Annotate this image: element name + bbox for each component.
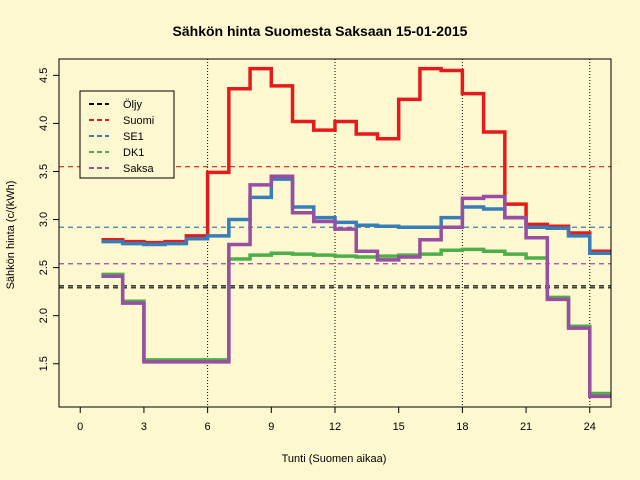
x-tick-label: 15: [393, 421, 405, 433]
x-tick-label: 21: [520, 421, 532, 433]
legend-label-dk1: DK1: [123, 147, 144, 159]
chart-title: Sähkön hinta Suomesta Saksaan 15-01-2015: [173, 23, 468, 39]
legend-box: [79, 90, 175, 179]
series-line-suomi: [101, 66, 611, 254]
plot-area: 0 3 6 9 12 15 18 21 24 1.5 2.0 2.5 3.0 3.5 4.0 4.5: [38, 58, 612, 433]
legend-label-öljy: Öljy: [123, 99, 142, 111]
series-line-saksa: [101, 174, 611, 399]
legend-label-suomi: Suomi: [123, 115, 154, 127]
y-tick-label: 4.5: [38, 68, 50, 83]
legend-label-saksa: Saksa: [123, 163, 154, 175]
y-tick-label: 1.5: [38, 356, 50, 371]
legend-label-se1: SE1: [123, 131, 144, 143]
x-tick-label: 18: [456, 421, 468, 433]
y-tick-label: 3.5: [38, 164, 50, 179]
x-tick-label: 9: [268, 421, 274, 433]
x-tick-label: 0: [77, 421, 83, 433]
y-tick-label: 2.5: [38, 260, 50, 275]
x-tick-label: 6: [205, 421, 211, 433]
legend: Öljy Suomi SE1 DK1 Saksa: [79, 90, 175, 179]
x-tick-label: 24: [584, 421, 596, 433]
y-axis-label: Sähkön hinta (c/(kWh): [5, 181, 17, 290]
y-tick-label: 3.0: [38, 212, 50, 227]
x-tick-label: 12: [329, 421, 341, 433]
y-tick-label: 4.0: [38, 116, 50, 131]
x-tick-label: 3: [141, 421, 147, 433]
y-tick-label: 2.0: [38, 308, 50, 323]
x-axis-label: Tunti (Suomen aikaa): [282, 453, 387, 465]
